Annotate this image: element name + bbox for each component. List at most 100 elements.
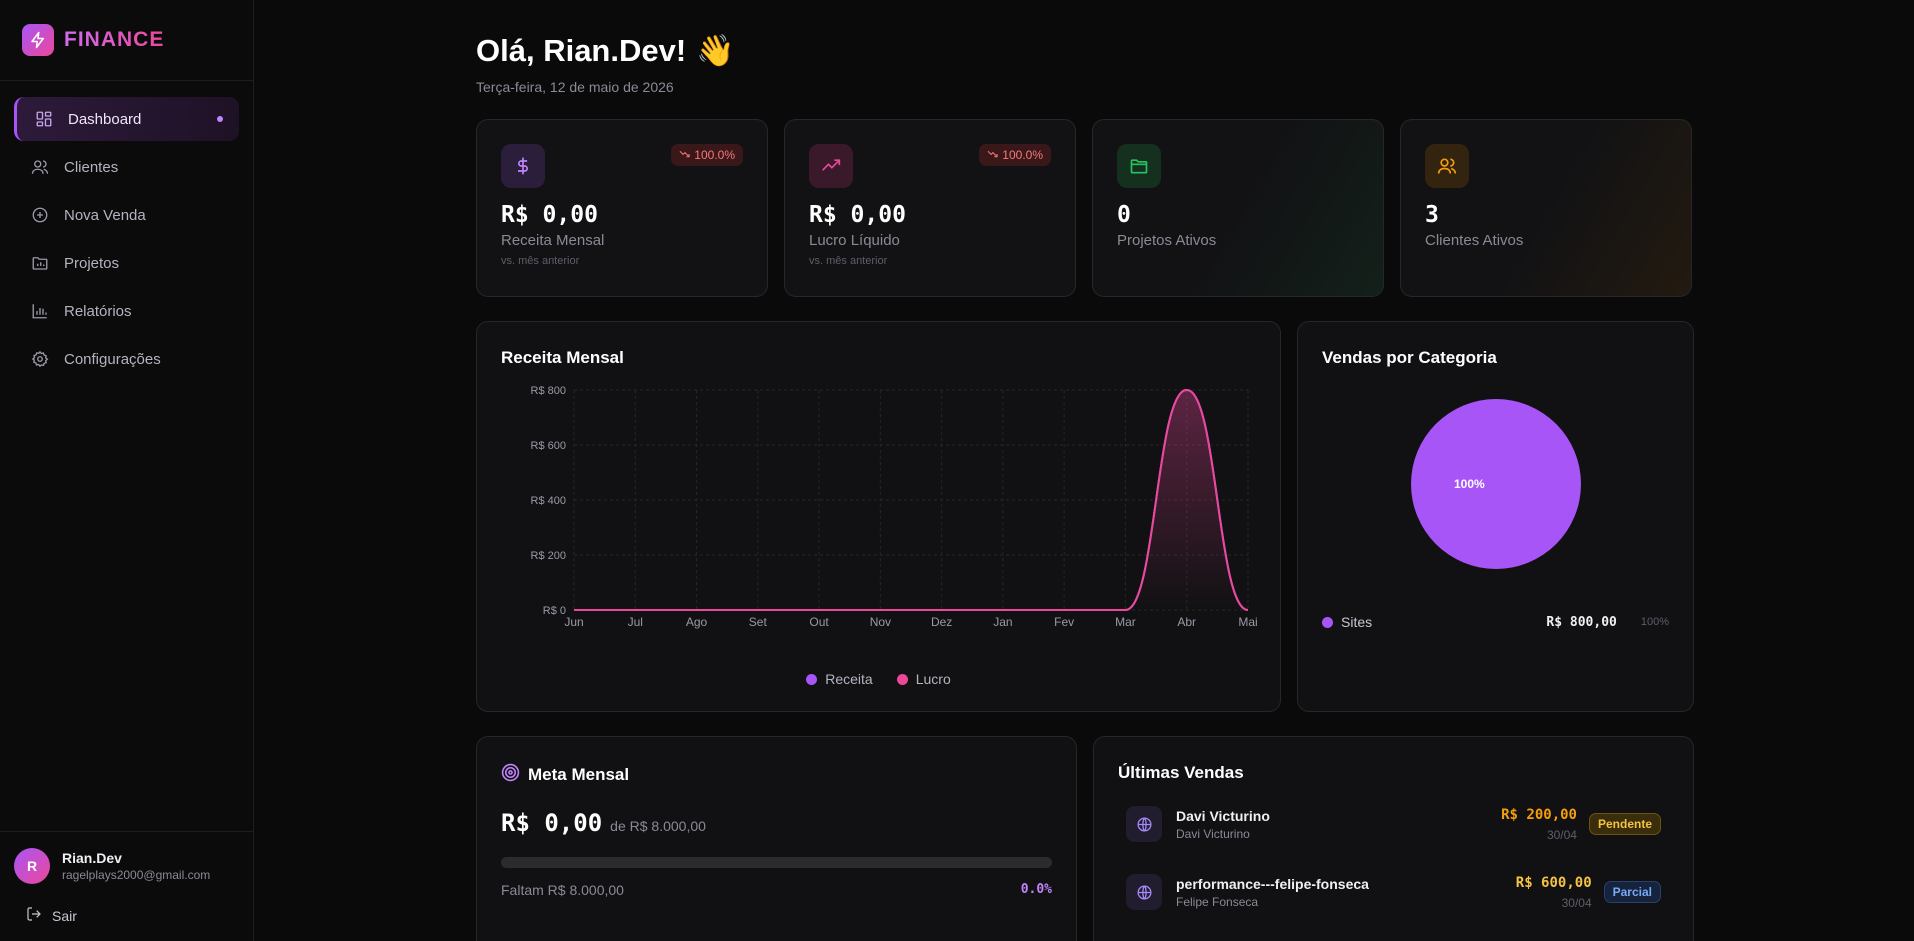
goal-current: R$ 0,00 xyxy=(501,809,603,837)
sidebar-footer: R Rian.Dev ragelplays2000@gmail.com Sair xyxy=(0,831,253,941)
pie-slice-sites[interactable] xyxy=(1411,399,1581,569)
sale-date: 30/04 xyxy=(1546,827,1577,842)
wave-emoji: 👋 xyxy=(696,33,735,68)
legend-label: Sites xyxy=(1341,614,1373,630)
revenue-chart-card: Receita Mensal R$ 0 R$ 200 R$ 400 R$ 600 R$ … xyxy=(476,321,1281,712)
legend-percent: 100% xyxy=(1640,616,1669,628)
sidebar-item-label: Projetos xyxy=(64,254,120,272)
status-badge: Pendente xyxy=(1588,813,1661,835)
plus-circle-icon xyxy=(30,205,50,225)
folder-icon xyxy=(1117,144,1161,188)
trend-value: 100.0% xyxy=(1002,148,1043,162)
recent-sales-card: Últimas Vendas Davi Victurino Davi Victu… xyxy=(1093,736,1694,941)
sale-row[interactable]: performance---felipe-fonseca Felipe Fons… xyxy=(1118,865,1669,919)
dollar-icon xyxy=(501,144,545,188)
sidebar: FINANCE Dashboard Clientes Nova Ve xyxy=(0,0,254,941)
logout-button[interactable]: Sair xyxy=(26,906,239,925)
brand[interactable]: FINANCE xyxy=(0,0,253,81)
bar-chart-icon xyxy=(30,301,50,321)
sidebar-item-label: Relatórios xyxy=(64,302,132,320)
goal-target: de R$ 8.000,00 xyxy=(610,818,706,834)
sidebar-item-projetos[interactable]: Projetos xyxy=(14,241,239,285)
avatar: R xyxy=(14,848,50,884)
kpi-value: R$ 0,00 xyxy=(501,202,598,228)
kpi-sub: vs. mês anterior xyxy=(501,255,580,267)
series-line-lucro xyxy=(573,388,1249,611)
sale-amount: R$ 600,00 xyxy=(1515,874,1592,891)
y-tick-label: R$ 400 xyxy=(531,495,566,507)
y-tick-label: R$ 200 xyxy=(531,550,566,562)
users-icon xyxy=(1425,144,1469,188)
sale-amount: R$ 200,00 xyxy=(1501,806,1577,823)
revenue-area-chart[interactable]: R$ 0 R$ 200 R$ 400 R$ 600 R$ 800 Jun Jul Ago Set… xyxy=(501,378,1258,648)
goal-card: Meta Mensal R$ 0,00 de R$ 8.000,00 Falta… xyxy=(476,736,1077,941)
sidebar-item-label: Nova Venda xyxy=(64,206,146,224)
kpi-card-receita: 100.0% R$ 0,00 Receita Mensal vs. mês an… xyxy=(476,119,768,297)
kpi-value: 0 xyxy=(1117,202,1131,228)
goal-title: Meta Mensal xyxy=(501,763,1052,787)
chart-title: Receita Mensal xyxy=(501,348,624,367)
sidebar-item-nova-venda[interactable]: Nova Venda xyxy=(14,193,239,237)
main-content: Olá, Rian.Dev! 👋 Terça-feira, 12 de maio… xyxy=(254,0,1914,941)
x-tick-label: Jul xyxy=(628,615,643,629)
x-tick-label: Mai xyxy=(1238,615,1257,629)
category-pie-chart[interactable]: 100% xyxy=(1322,374,1671,594)
y-tick-label: R$ 800 xyxy=(531,385,566,397)
sidebar-item-clientes[interactable]: Clientes xyxy=(14,145,239,189)
sale-client: Davi Victurino xyxy=(1176,826,1250,841)
kpi-label: Lucro Líquido xyxy=(809,232,900,249)
user-email: ragelplays2000@gmail.com xyxy=(62,868,211,882)
globe-icon xyxy=(1126,874,1162,910)
x-tick-label: Ago xyxy=(686,615,708,629)
lightning-icon xyxy=(22,24,54,56)
legend-label: Receita xyxy=(825,671,873,687)
x-tick-label: Fev xyxy=(1054,615,1074,629)
gear-icon xyxy=(30,349,50,369)
user-profile[interactable]: R Rian.Dev ragelplays2000@gmail.com xyxy=(14,848,239,884)
legend-item-receita[interactable]: Receita xyxy=(806,671,873,687)
target-icon xyxy=(501,763,520,787)
brand-name: FINANCE xyxy=(64,28,165,51)
goal-value: R$ 0,00 de R$ 8.000,00 xyxy=(501,809,1052,837)
trending-down-icon xyxy=(987,148,998,162)
folder-chart-icon xyxy=(30,253,50,273)
sidebar-item-relatorios[interactable]: Relatórios xyxy=(14,289,239,333)
trending-down-icon xyxy=(679,148,690,162)
trend-value: 100.0% xyxy=(694,148,735,162)
y-tick-label: R$ 0 xyxy=(543,605,566,617)
legend-item-lucro[interactable]: Lucro xyxy=(896,671,951,687)
kpi-row: 100.0% R$ 0,00 Receita Mensal vs. mês an… xyxy=(476,119,1694,297)
category-chart-card: Vendas por Categoria 100% Sites R$ 800,0… xyxy=(1297,321,1694,712)
kpi-label: Clientes Ativos xyxy=(1425,232,1524,249)
chart-legend: Receita Lucro xyxy=(477,671,1280,687)
status-badge: Parcial xyxy=(1603,881,1661,903)
area-fill xyxy=(574,390,1248,610)
goal-progress-bar xyxy=(501,857,1052,868)
sidebar-item-configuracoes[interactable]: Configurações xyxy=(14,337,239,381)
kpi-label: Projetos Ativos xyxy=(1117,232,1217,249)
goal-footer: Faltam R$ 8.000,00 0.0% xyxy=(501,882,1052,898)
trend-badge: 100.0% xyxy=(979,144,1051,166)
trend-badge: 100.0% xyxy=(671,144,743,166)
x-tick-label: Abr xyxy=(1177,615,1196,629)
greeting-text: Olá, Rian.Dev! xyxy=(476,32,687,68)
kpi-value: R$ 0,00 xyxy=(809,202,906,228)
kpi-sub: vs. mês anterior xyxy=(809,255,888,267)
sale-row[interactable]: Davi Victurino Davi Victurino R$ 200,00 … xyxy=(1118,797,1669,851)
x-tick-label: Set xyxy=(749,615,768,629)
sidebar-item-label: Clientes xyxy=(64,158,119,176)
sidebar-item-label: Dashboard xyxy=(68,110,142,128)
sidebar-nav: Dashboard Clientes Nova Venda Projetos xyxy=(0,81,253,397)
trending-up-icon xyxy=(809,144,853,188)
goal-remaining: Faltam R$ 8.000,00 xyxy=(501,882,624,898)
current-date: Terça-feira, 12 de maio de 2026 xyxy=(476,79,674,95)
active-indicator xyxy=(217,116,223,122)
kpi-card-lucro: 100.0% R$ 0,00 Lucro Líquido vs. mês ant… xyxy=(784,119,1076,297)
sale-date: 30/04 xyxy=(1561,895,1592,910)
goal-title-text: Meta Mensal xyxy=(528,765,630,784)
kpi-value: 3 xyxy=(1425,202,1439,228)
logout-icon xyxy=(26,906,42,925)
sidebar-item-dashboard[interactable]: Dashboard xyxy=(14,97,239,141)
charts-row: Receita Mensal R$ 0 R$ 200 R$ 400 R$ 600 R$ … xyxy=(476,321,1694,712)
x-tick-label: Jan xyxy=(993,615,1012,629)
